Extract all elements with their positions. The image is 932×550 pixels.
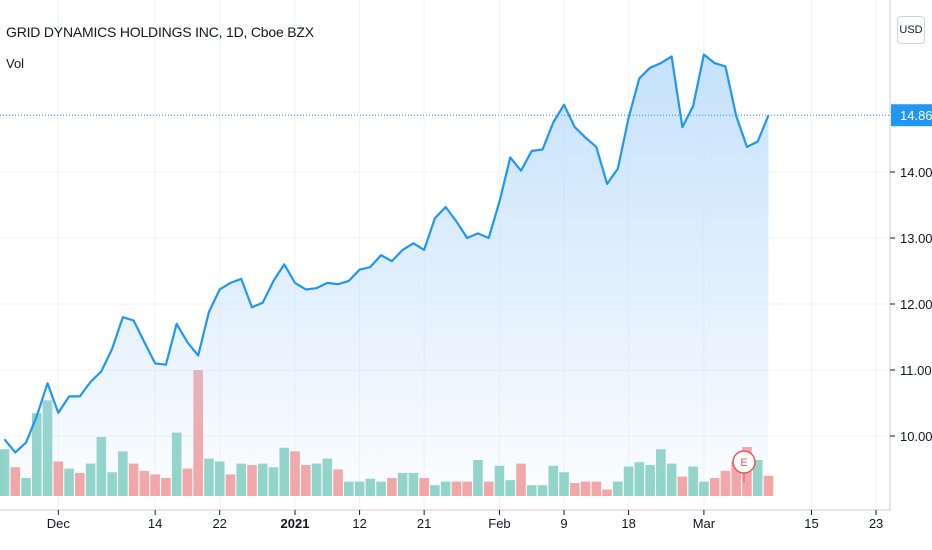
price-axis[interactable]: 10.00 11.00 12.00 13.00 14.00 14.86 bbox=[889, 0, 932, 510]
time-tick-label: 12 bbox=[352, 516, 366, 531]
price-tick-label: 13.00 bbox=[900, 231, 932, 246]
price-tick-label: 12.00 bbox=[900, 297, 932, 312]
time-tick-label: 2021 bbox=[281, 516, 310, 531]
earnings-marker-label: E bbox=[740, 457, 747, 469]
time-tick-label: 23 bbox=[869, 516, 883, 531]
time-axis[interactable]: Dec 14 22 2021 12 21 Feb 9 18 Mar 15 23 bbox=[0, 509, 890, 531]
earnings-marker-group[interactable]: E bbox=[732, 450, 756, 482]
time-tick-label: Dec bbox=[47, 516, 71, 531]
price-tick-label: 14.00 bbox=[900, 165, 932, 180]
time-tick-label: 21 bbox=[417, 516, 431, 531]
time-tick-label: 18 bbox=[621, 516, 635, 531]
price-series-line bbox=[3, 53, 770, 454]
chart-legend-volume[interactable]: Vol bbox=[6, 56, 25, 71]
last-price-badge bbox=[891, 104, 932, 127]
time-tick-label: 15 bbox=[804, 516, 818, 531]
chart-legend-title[interactable]: GRID DYNAMICS HOLDINGS INC, 1D, Cboe BZX bbox=[6, 24, 314, 40]
time-tick-label: 14 bbox=[148, 516, 162, 531]
price-line bbox=[0, 53, 890, 454]
price-tick-label: 11.00 bbox=[900, 363, 932, 378]
currency-button[interactable]: USD bbox=[897, 16, 925, 44]
price-tick-label: 10.00 bbox=[900, 429, 932, 444]
time-tick-label: 22 bbox=[212, 516, 226, 531]
time-tick-label: 9 bbox=[560, 516, 567, 531]
time-tick-label: Feb bbox=[488, 516, 510, 531]
last-price-label: 14.86 bbox=[900, 108, 932, 123]
time-tick-label: Mar bbox=[693, 516, 716, 531]
price-area bbox=[4, 54, 769, 497]
price-area-fill bbox=[4, 54, 769, 497]
